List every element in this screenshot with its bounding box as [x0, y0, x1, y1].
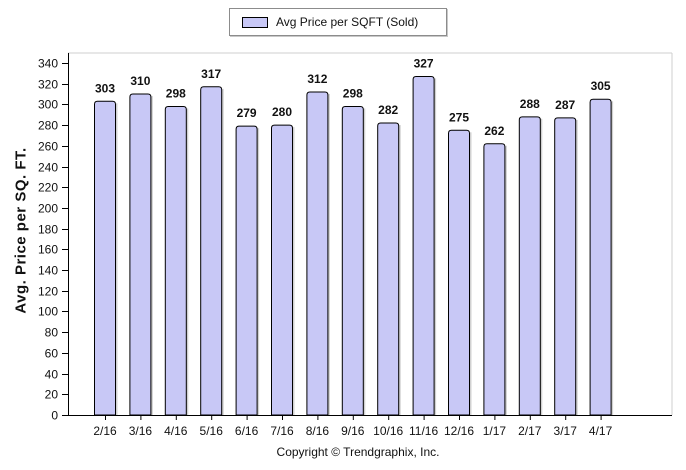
x-tick-label: 6/16 [235, 424, 259, 438]
bar-value-label: 310 [130, 74, 150, 88]
copyright-text: Copyright © Trendgraphix, Inc. [276, 445, 440, 459]
x-tick-label: 4/16 [164, 424, 188, 438]
legend: Avg Price per SQFT (Sold) [229, 8, 447, 36]
bar [94, 100, 116, 416]
y-tick-label: 40 [45, 368, 59, 382]
bar [448, 129, 470, 416]
bar-value-label: 303 [95, 81, 115, 95]
x-tick-label: 1/17 [483, 424, 507, 438]
y-tick-label: 300 [38, 98, 58, 112]
bar [341, 105, 364, 416]
bar [518, 116, 541, 416]
y-tick-label: 0 [51, 409, 58, 423]
y-tick-label: 140 [38, 264, 58, 278]
y-tick-label: 160 [38, 243, 58, 257]
x-tick-label: 2/17 [518, 424, 542, 438]
y-axis-title: Avg. Price per SQ. FT. [12, 147, 30, 314]
bar [129, 93, 152, 416]
bar-value-label: 298 [166, 86, 186, 100]
x-tick-label: 7/16 [270, 424, 294, 438]
y-tick-label: 280 [38, 119, 58, 133]
x-tick-label: 10/16 [373, 424, 403, 438]
bar [306, 91, 329, 416]
y-tick-label: 200 [38, 202, 58, 216]
y-tick-label: 100 [38, 305, 58, 319]
legend-swatch [242, 17, 268, 28]
bar-value-label: 327 [414, 56, 434, 70]
bar-value-label: 279 [237, 106, 257, 120]
y-tick-label: 80 [45, 326, 59, 340]
y-tick-label: 260 [38, 140, 58, 154]
y-tick-label: 240 [38, 161, 58, 175]
bar-value-label: 275 [449, 110, 469, 124]
bar-value-label: 282 [378, 103, 398, 117]
y-tick-label: 20 [45, 388, 59, 402]
x-tick-label: 11/16 [409, 424, 438, 438]
x-tick-label: 8/16 [306, 424, 330, 438]
x-tick-label: 12/16 [444, 424, 474, 438]
x-tick-label: 4/17 [589, 424, 613, 438]
bar [164, 105, 187, 416]
bar [200, 86, 223, 416]
bar-value-label: 280 [272, 105, 292, 119]
legend-label: Avg Price per SQFT (Sold) [276, 15, 419, 29]
y-tick-label: 320 [38, 78, 58, 92]
bar [235, 125, 258, 416]
bar [271, 124, 293, 416]
bar-value-label: 317 [201, 67, 221, 81]
bar-value-label: 288 [520, 97, 540, 111]
bar [377, 122, 400, 416]
bar [483, 143, 506, 416]
x-tick-label: 3/16 [129, 424, 153, 438]
bar-value-label: 262 [484, 124, 504, 138]
x-tick-label: 5/16 [200, 424, 224, 438]
bar [554, 117, 577, 416]
bar-value-label: 298 [343, 86, 363, 100]
bar-value-label: 312 [307, 72, 327, 86]
bar [589, 98, 612, 416]
x-tick-label: 3/17 [554, 424, 578, 438]
y-tick-label: 220 [38, 181, 58, 195]
x-tick-label: 2/16 [93, 424, 117, 438]
bar-value-label: 287 [555, 98, 575, 112]
y-tick-label: 60 [45, 347, 59, 361]
y-tick-label: 340 [38, 57, 58, 71]
bar-value-label: 305 [591, 79, 611, 93]
y-tick-label: 180 [38, 223, 58, 237]
x-tick-label: 9/16 [341, 424, 365, 438]
y-tick-label: 120 [38, 285, 58, 299]
bar [412, 75, 435, 416]
